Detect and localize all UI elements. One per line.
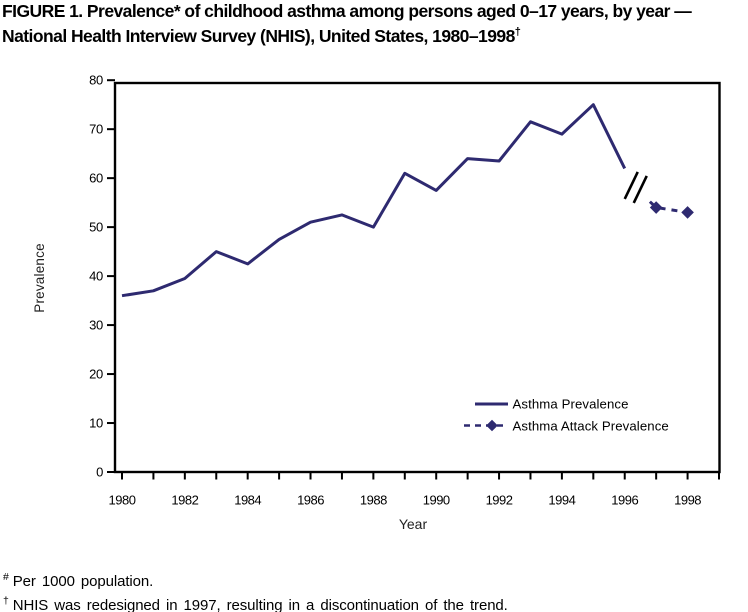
y-tick-label: 70 [89,122,103,137]
legend-label-asthma-prevalence: Asthma Prevalence [513,397,629,412]
footnote-per-1000: # Per 1000 population. [3,568,508,592]
x-tick-label: 1988 [360,493,387,508]
footnote-1-text: Per 1000 population. [12,573,154,590]
asthma-prevalence-line [121,103,627,298]
trend-break-slash-2 [632,175,648,204]
x-tick-label: 1998 [674,493,701,508]
x-tick-label: 1996 [611,493,638,508]
y-tick-label: 60 [89,171,103,186]
x-axis-title: Year [399,516,428,532]
x-tick-label: 1992 [486,493,513,508]
y-tick-label: 30 [89,318,103,333]
x-tick-label: 1994 [548,493,575,508]
figure-title-line2: National Health Interview Survey (NHIS),… [2,25,515,46]
footnote-1-marker: # [3,571,9,583]
legend-label-asthma-attack-prevalence: Asthma Attack Prevalence [513,419,669,434]
x-tick-label: 1986 [297,493,324,508]
y-tick-label: 20 [89,367,103,382]
x-tick-label: 1990 [423,493,450,508]
asthma-attack-prevalence-dashed-line [648,200,688,214]
x-tick-label: 1984 [234,493,261,508]
footnote-nhis-redesign: † NHIS was redesigned in 1997, resulting … [3,592,508,612]
y-tick-label: 40 [89,269,103,284]
y-tick-label: 80 [89,73,103,88]
footnote-2-text: NHIS was redesigned in 1997, resulting i… [12,596,508,612]
figure-title-dagger-marker: † [514,25,521,38]
legend-diamond-swatch [486,419,498,432]
y-tick-label: 0 [96,465,103,480]
y-axis-title: Prevalence [32,243,47,313]
attack-prevalence-diamond-marker [649,201,663,214]
y-tick-label: 10 [89,416,103,431]
x-tick-label: 1980 [109,493,136,508]
y-tick-label: 50 [89,220,103,235]
footnotes: # Per 1000 population. † NHIS was redesign… [3,568,508,612]
figure-title: FIGURE 1. Prevalence* of childhood asthm… [2,1,747,46]
footnote-2-marker: † [3,594,9,607]
figure-title-line1: FIGURE 1. Prevalence* of childhood asthm… [2,1,692,21]
plot-frame [113,81,721,474]
attack-prevalence-diamond-marker [681,206,694,219]
trend-break-slash-1 [623,171,639,200]
x-tick-label: 1982 [171,493,198,508]
